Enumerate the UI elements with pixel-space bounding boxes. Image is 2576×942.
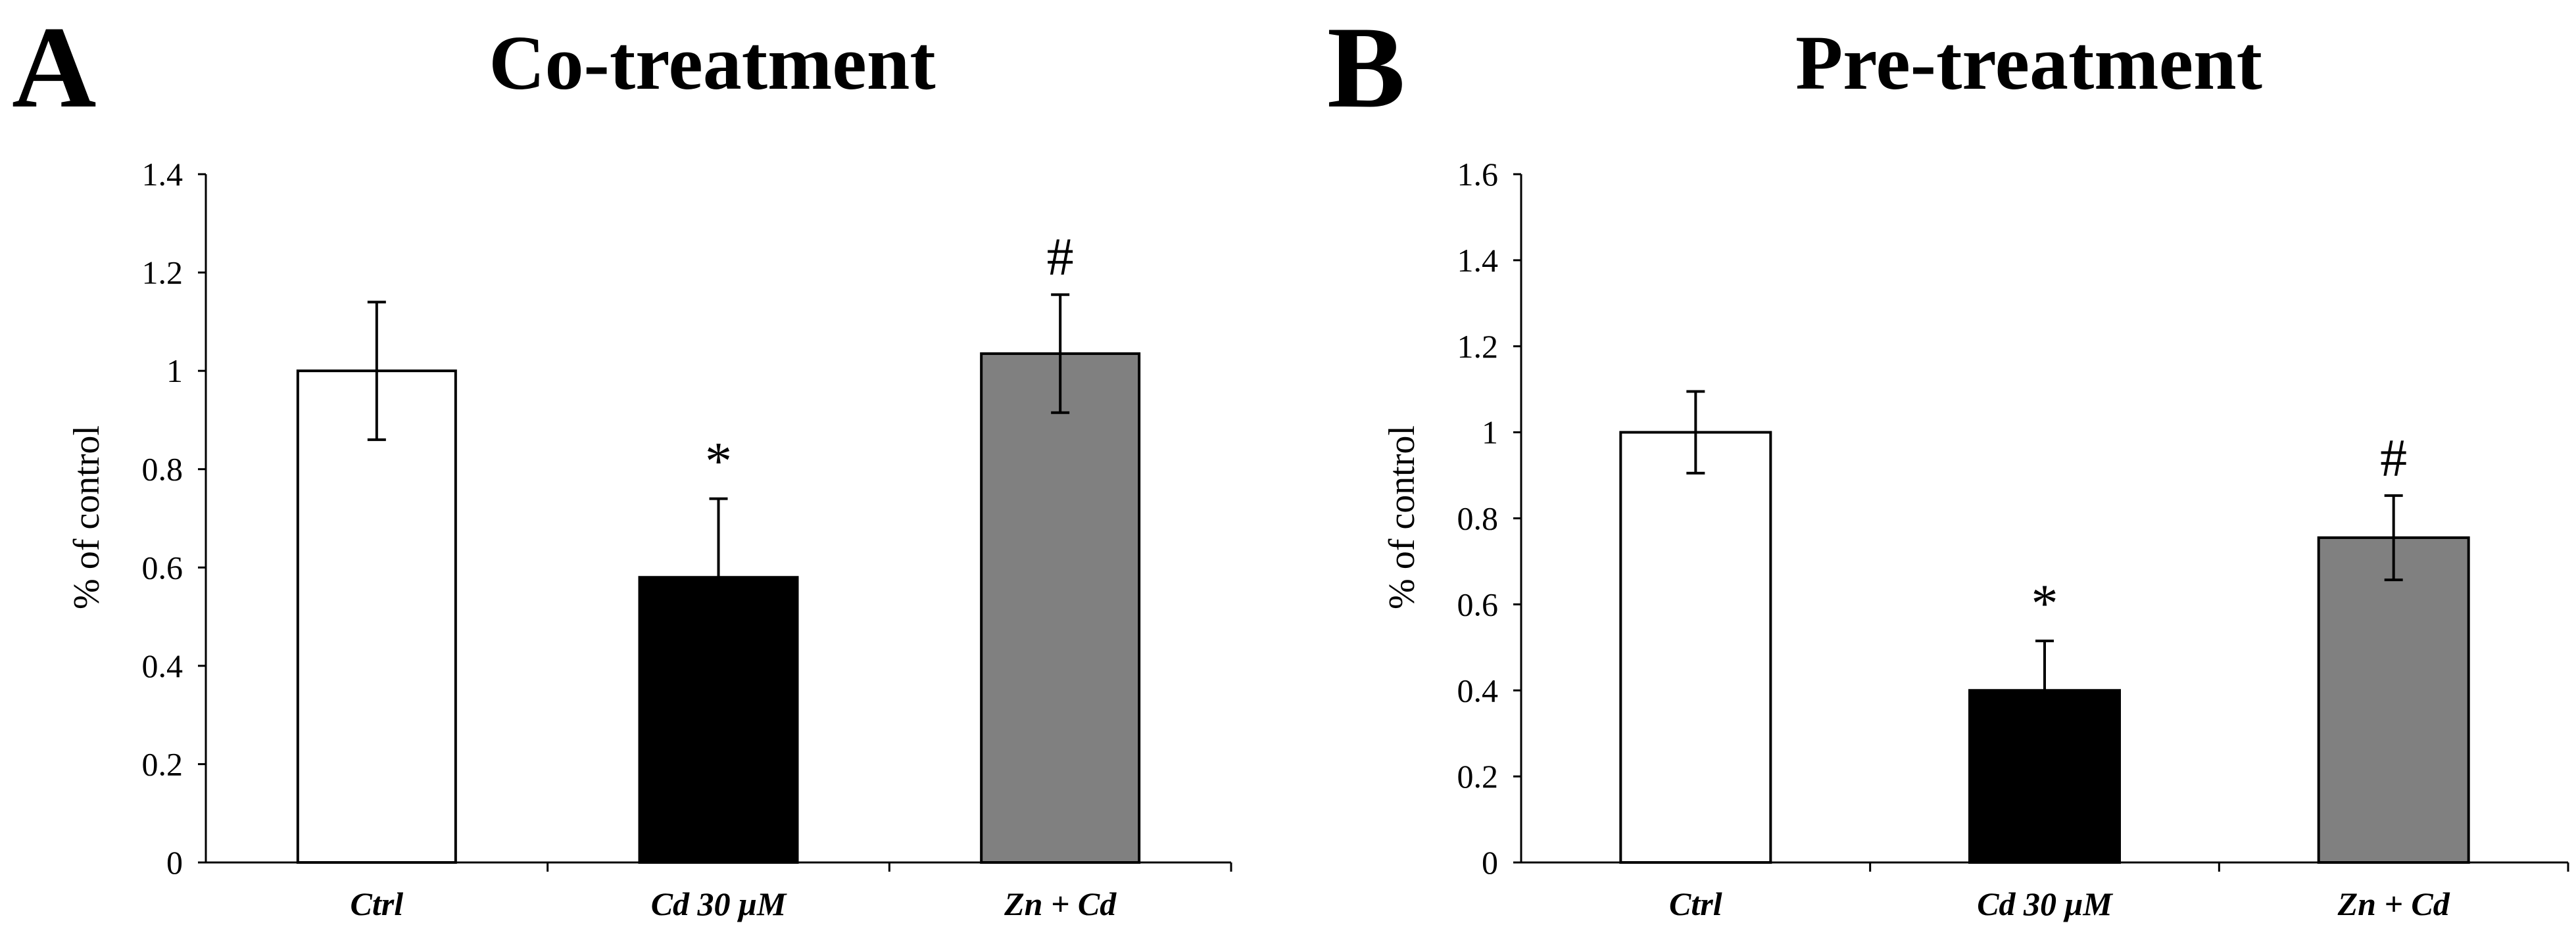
panel-b-y-tick-label: 1 <box>1482 414 1498 451</box>
panel-b-y-tick-label: 0 <box>1482 844 1498 881</box>
panel-b-y-tick-label: 1.2 <box>1457 328 1499 365</box>
panel-a-significance-mark: * <box>705 431 732 491</box>
panel-b-y-tick-label: 0.6 <box>1457 586 1499 623</box>
panel-a-plot-area: 0 0.2 0.4 0.6 0.8 1 1.2 1.4 Ctrl * Cd 30 μM # Zn + C… <box>142 156 1232 922</box>
panel-a-y-axis-title: % of control <box>66 425 107 609</box>
panel-a-category-label: Zn + Cd <box>1004 885 1117 922</box>
panel-b-category-label: Cd 30 μM <box>1977 885 2113 922</box>
panel-a-y-tick-label: 1 <box>166 352 183 389</box>
panel-a-title: Co-treatment <box>489 20 935 106</box>
panel-b-y-tick-label: 1.6 <box>1457 156 1499 193</box>
panel-b-bar-ctrl <box>1619 431 1772 864</box>
panel-b-significance-mark: # <box>2380 428 2407 488</box>
panel-a-y-tick-label: 0.8 <box>142 451 183 488</box>
panel-b-plot-area: 0 0.2 0.4 0.6 0.8 1 1.2 1.4 1.6 Ctrl * Cd 30 μM # Zn … <box>1457 156 2569 922</box>
panel-a-y-tick-label: 1.4 <box>142 156 183 193</box>
panel-a-co-treatment: A Co-treatment % of control 0 0.2 0.4 0.6 0.… <box>12 2 1232 922</box>
panel-b-significance-mark: * <box>2031 573 2058 633</box>
panel-a-significance-mark: # <box>1047 227 1074 287</box>
panel-a-category-label: Ctrl <box>351 885 404 922</box>
panel-a-y-tick-label: 0.4 <box>142 648 183 684</box>
panel-a-y-tick-label: 0.2 <box>142 745 183 782</box>
panel-a-category-label: Cd 30 μM <box>651 885 787 922</box>
panel-b-title: Pre-treatment <box>1795 20 2262 106</box>
panel-b-y-axis-title: % of control <box>1382 425 1422 609</box>
panel-b-category-label: Zn + Cd <box>2337 885 2450 922</box>
panel-b-y-tick-label: 0.8 <box>1457 500 1499 537</box>
panel-b-pre-treatment: B Pre-treatment % of control 00.20.40.60… <box>1327 2 2569 922</box>
panel-a-y-tick-label: 0 <box>166 844 183 881</box>
panel-b-category-label: Ctrl <box>1669 885 1722 922</box>
panel-a-bar-ctrl <box>296 369 457 864</box>
panel-b-y-tick-label: 0.4 <box>1457 672 1499 709</box>
panel-a-y-tick-label: 0.6 <box>142 549 183 586</box>
panel-a-y-tick-label: 1.2 <box>142 254 183 291</box>
panel-b-bar-zn-cd <box>2317 536 2470 864</box>
panel-b-y-tick-label: 1.4 <box>1457 242 1499 279</box>
panel-b-bar-cd-30-m <box>1968 689 2121 864</box>
panel-letter-a: A <box>12 2 97 132</box>
panel-b-y-tick-label: 0.2 <box>1457 758 1499 795</box>
panel-letter-b: B <box>1327 2 1405 132</box>
panel-a-bar-zn-cd <box>980 352 1141 864</box>
